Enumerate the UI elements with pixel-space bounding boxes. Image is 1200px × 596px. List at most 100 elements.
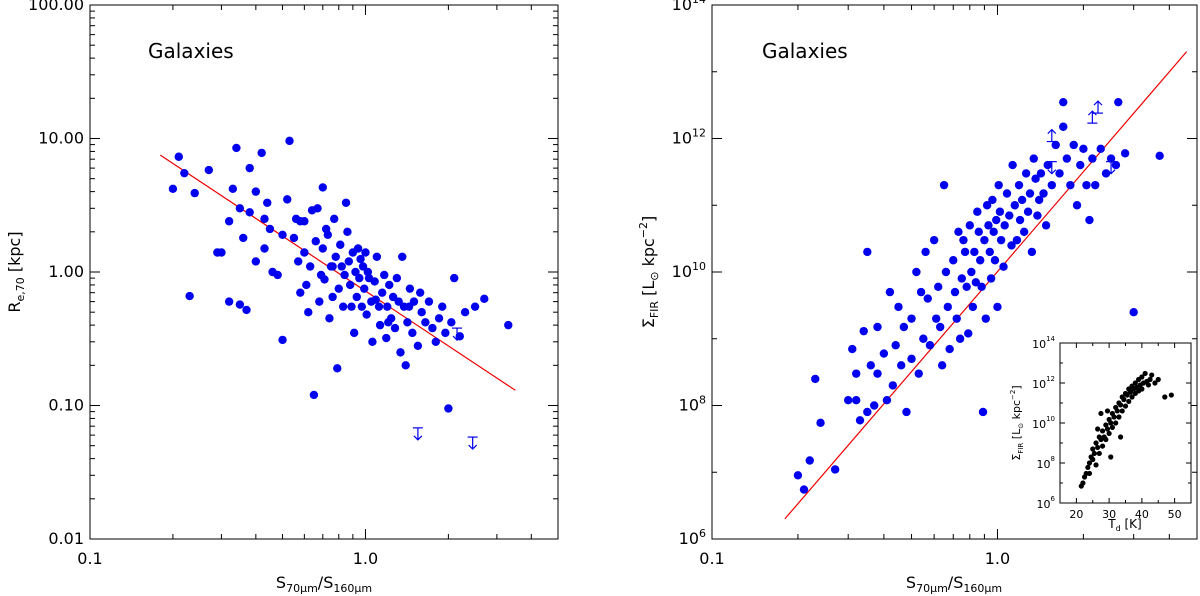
data-point <box>1114 97 1123 107</box>
data-point <box>1127 389 1134 395</box>
data-point <box>1039 189 1048 198</box>
data-point <box>984 221 993 230</box>
data-point <box>1103 422 1109 428</box>
data-point <box>914 369 923 378</box>
data-point <box>311 237 320 246</box>
upper-limit-arrow <box>412 427 423 441</box>
limit-head <box>413 435 423 441</box>
data-point <box>302 280 311 290</box>
panel-1-points <box>168 136 513 413</box>
data-point <box>1014 180 1024 190</box>
panel-1-fit-line <box>159 154 516 391</box>
data-point <box>1055 169 1064 178</box>
data-point <box>377 288 387 297</box>
y-tick-label: 1014 <box>672 0 706 14</box>
data-point <box>204 165 214 175</box>
lower-limit-arrow <box>1087 110 1098 124</box>
data-point <box>1121 396 1127 403</box>
data-point <box>340 270 349 280</box>
panel-1-x-tick-labels: 0.1 1.0 <box>77 549 378 568</box>
y-tick-label: 1.00 <box>48 262 84 281</box>
data-point <box>1111 160 1121 170</box>
data-point <box>368 337 377 347</box>
data-point <box>1093 440 1099 446</box>
data-point <box>428 323 437 333</box>
data-point <box>289 233 299 243</box>
data-point <box>1122 403 1129 409</box>
data-point <box>907 354 916 364</box>
data-point <box>441 328 450 338</box>
data-point <box>1152 380 1158 386</box>
data-point <box>1132 380 1138 386</box>
data-point <box>1099 443 1106 449</box>
inset-surface-density-vs-temperature: 20 30 40 50 106 108 1010 1012 1014 Td [K] ΣFIR … <box>1009 335 1192 533</box>
panel-1-y-tick-labels: 0.01 0.10 1.00 10.00 100.00 <box>28 0 84 548</box>
data-point <box>882 396 892 405</box>
data-point <box>879 349 889 358</box>
data-point <box>1019 227 1029 237</box>
data-point <box>1129 307 1138 317</box>
data-point <box>331 252 340 261</box>
data-point <box>973 207 982 216</box>
data-point <box>1025 189 1035 198</box>
data-point <box>1098 410 1104 417</box>
panel-2-fit-line <box>784 51 1188 520</box>
data-point <box>325 314 334 323</box>
data-point <box>1114 408 1120 414</box>
data-point <box>863 247 872 257</box>
data-point <box>888 381 898 390</box>
y-tick-label: 1010 <box>672 260 706 281</box>
data-point <box>1099 428 1106 434</box>
limit-head <box>468 444 478 450</box>
data-point <box>1155 151 1164 161</box>
data-point <box>994 180 1003 190</box>
data-point <box>285 136 294 146</box>
data-point <box>866 361 876 370</box>
data-point <box>351 267 360 277</box>
data-point <box>907 314 916 323</box>
data-point <box>1117 402 1124 408</box>
data-point <box>1069 140 1078 150</box>
data-point <box>1033 211 1042 220</box>
data-point <box>408 328 417 338</box>
data-point <box>968 302 978 312</box>
data-point <box>964 329 973 338</box>
panel-2-y-axis-label: ΣFIR [L⊙ kpc−2] <box>637 216 661 329</box>
panel-1-limits <box>412 327 478 450</box>
data-point <box>1007 241 1016 250</box>
data-point <box>1017 195 1027 205</box>
data-point <box>413 341 423 351</box>
data-point <box>977 282 986 292</box>
data-point <box>1079 144 1088 154</box>
data-point <box>811 374 820 384</box>
data-point <box>923 294 932 303</box>
data-point <box>863 407 872 417</box>
data-point <box>235 300 245 309</box>
data-point <box>941 267 951 277</box>
data-point <box>1145 382 1152 388</box>
data-point <box>245 208 254 217</box>
panel-2-ticks <box>711 4 1197 540</box>
data-point <box>873 322 882 332</box>
data-point <box>1041 221 1051 230</box>
panel-2-limits <box>1046 100 1117 175</box>
data-point <box>341 198 351 207</box>
data-point <box>954 227 963 237</box>
data-point <box>1002 189 1012 198</box>
data-point <box>912 267 921 277</box>
data-point <box>995 207 1005 216</box>
data-point <box>799 485 809 494</box>
data-point <box>1113 420 1119 426</box>
data-point <box>950 287 960 297</box>
limit-head <box>1106 169 1116 175</box>
y-tick-label: 106 <box>679 527 706 548</box>
data-point <box>952 314 961 323</box>
data-point <box>403 318 412 327</box>
data-point <box>1103 436 1109 443</box>
data-point <box>1059 97 1068 107</box>
inset-y-tick-labels: 106 108 1010 1012 1014 <box>1032 335 1055 511</box>
data-point <box>1108 420 1114 426</box>
data-point <box>925 341 935 350</box>
data-point <box>1015 215 1025 225</box>
data-point <box>394 297 403 306</box>
